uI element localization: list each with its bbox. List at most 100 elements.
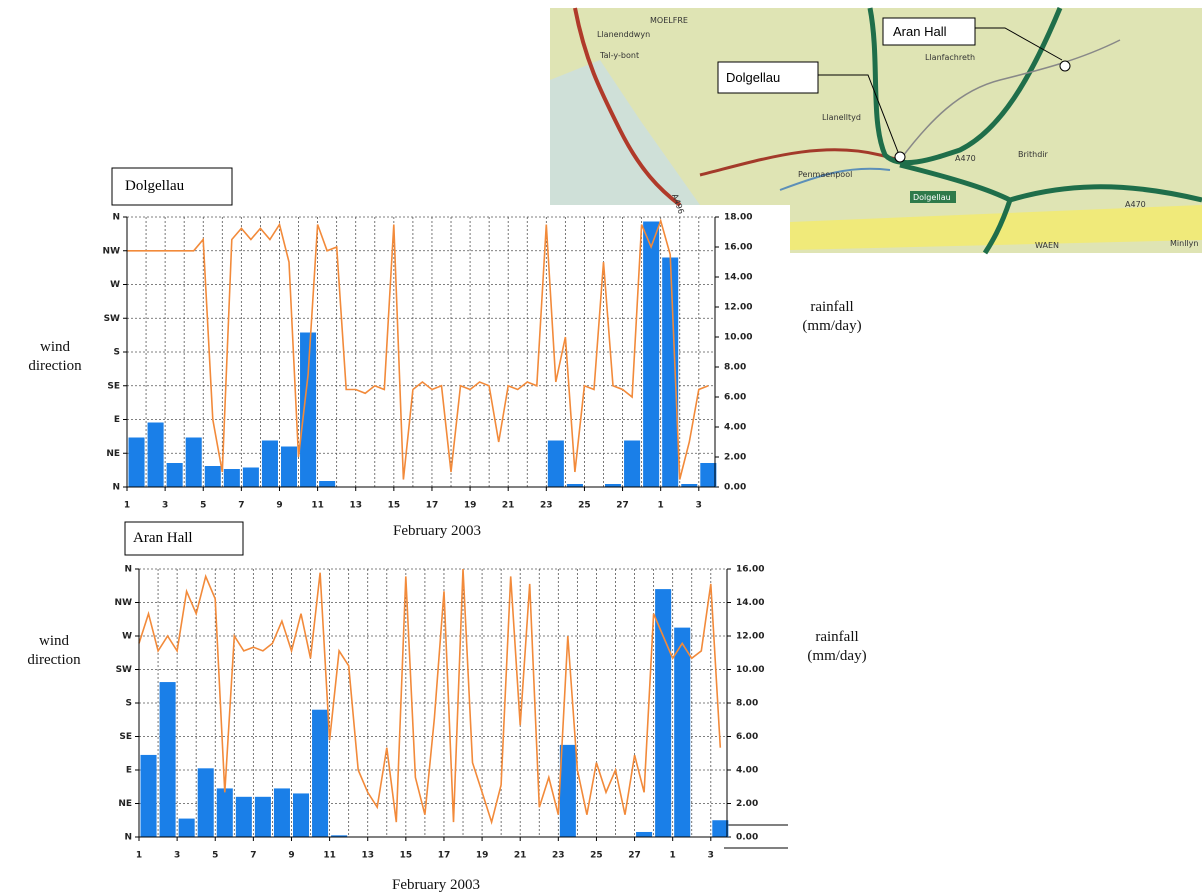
- map-marker: [1060, 61, 1070, 71]
- bar: [312, 710, 328, 837]
- map-label: Brithdir: [1018, 150, 1049, 159]
- y2-tick-label: 14.00: [724, 273, 752, 283]
- x-tick-label: 3: [696, 501, 702, 511]
- callout-label: Dolgellau: [726, 70, 780, 85]
- bar: [624, 441, 640, 488]
- y2-tick-label: 12.00: [724, 303, 752, 313]
- map: MOELFRE Llanenddwyn Tal-y-bont Llanfachr…: [550, 8, 1202, 253]
- y-tick-label: SW: [104, 314, 120, 324]
- map-marker: [895, 152, 905, 162]
- x-tick-label: 15: [400, 851, 413, 861]
- y-tick-label: NE: [106, 449, 120, 459]
- chart-title: Dolgellau: [125, 178, 185, 194]
- x-tick-label: 1: [136, 851, 142, 861]
- x-tick-label: 3: [708, 851, 714, 861]
- y-tick-label: N: [124, 833, 132, 843]
- bar: [167, 463, 183, 487]
- bar: [274, 788, 290, 837]
- x-tick-label: 17: [426, 501, 439, 511]
- bar: [179, 819, 195, 837]
- map-label: A470: [955, 154, 976, 163]
- x-tick-label: 13: [349, 501, 362, 511]
- y2-tick-label: 4.00: [736, 766, 758, 776]
- y-tick-label: E: [126, 766, 132, 776]
- bar: [300, 333, 316, 488]
- x-tick-label: 25: [578, 501, 591, 511]
- y-tick-label: NW: [115, 598, 133, 608]
- y-tick-label: N: [112, 483, 120, 493]
- y-tick-label: N: [112, 213, 120, 223]
- y2-tick-label: 0.00: [724, 483, 746, 493]
- x-tick-label: 13: [361, 851, 374, 861]
- y2-tick-label: 2.00: [724, 453, 746, 463]
- x-tick-label: 1: [658, 501, 664, 511]
- x-tick-label: 17: [438, 851, 451, 861]
- y-tick-label: N: [124, 565, 132, 575]
- map-label: WAEN: [1035, 241, 1059, 250]
- x-tick-label: 3: [162, 501, 168, 511]
- bar: [224, 469, 240, 487]
- page: {"chart_data": [ {"type": "bar", "title"…: [0, 0, 1202, 896]
- bar: [148, 423, 164, 488]
- x-tick-label: 1: [124, 501, 130, 511]
- y2-tick-label: 12.00: [736, 632, 764, 642]
- y2-tick-label: 10.00: [724, 333, 752, 343]
- map-label: MOELFRE: [650, 16, 688, 25]
- y-tick-label: SE: [119, 732, 132, 742]
- bar: [198, 768, 214, 837]
- bar: [655, 589, 671, 837]
- x-tick-label: 27: [616, 501, 629, 511]
- x-tick-label: 11: [323, 851, 336, 861]
- x-tick-label: 25: [590, 851, 603, 861]
- y-tick-label: S: [114, 348, 120, 358]
- x-tick-label: 3: [174, 851, 180, 861]
- bar: [217, 788, 233, 837]
- bar: [205, 466, 221, 487]
- y-tick-label: SE: [107, 381, 120, 391]
- x-tick-label: 7: [238, 501, 244, 511]
- x-tick-label: 9: [276, 501, 282, 511]
- x-tick-label: 5: [200, 501, 206, 511]
- y-axis-label: wind direction: [18, 632, 90, 670]
- x-axis-label: February 2003: [336, 876, 536, 895]
- y-tick-label: SW: [116, 665, 132, 675]
- x-tick-label: 19: [464, 501, 477, 511]
- chart: NNEESESSWWNWN0.002.004.006.008.0010.0012…: [103, 213, 753, 511]
- y2-tick-label: 16.00: [736, 565, 764, 575]
- bar: [186, 438, 202, 488]
- y2-axis-label: rainfall (mm/day): [797, 628, 877, 666]
- bar: [281, 447, 297, 488]
- y2-tick-label: 6.00: [736, 732, 758, 742]
- bar: [293, 793, 309, 837]
- x-tick-label: 11: [311, 501, 324, 511]
- bar: [700, 463, 716, 487]
- map-label: Llanfachreth: [925, 53, 975, 62]
- x-axis-label: February 2003: [337, 522, 537, 541]
- map-label: Llanelltyd: [822, 113, 861, 122]
- bar: [319, 481, 335, 487]
- y2-tick-label: 8.00: [724, 363, 746, 373]
- y-tick-label: NW: [103, 246, 121, 256]
- y2-tick-label: 6.00: [724, 393, 746, 403]
- chart-canvas: MOELFRE Llanenddwyn Tal-y-bont Llanfachr…: [0, 0, 1202, 896]
- x-tick-label: 9: [288, 851, 294, 861]
- chart: NNEESESSWWNWN0.002.004.006.008.0010.0012…: [115, 565, 765, 861]
- x-tick-label: 7: [250, 851, 256, 861]
- bar: [636, 832, 652, 837]
- y2-tick-label: 18.00: [724, 213, 752, 223]
- y2-tick-label: 8.00: [736, 699, 758, 709]
- bar: [560, 745, 576, 837]
- y-tick-label: E: [114, 415, 120, 425]
- map-label: Llanenddwyn: [597, 30, 650, 39]
- y-tick-label: W: [110, 280, 120, 290]
- x-tick-label: 1: [670, 851, 676, 861]
- bar: [236, 797, 252, 837]
- bar: [141, 755, 157, 837]
- map-label: Tal-y-bont: [599, 51, 639, 60]
- x-tick-label: 15: [388, 501, 401, 511]
- y-axis-label: wind direction: [20, 338, 90, 376]
- x-tick-label: 21: [514, 851, 527, 861]
- y-tick-label: S: [126, 699, 132, 709]
- y2-tick-label: 16.00: [724, 243, 752, 253]
- x-tick-label: 23: [552, 851, 565, 861]
